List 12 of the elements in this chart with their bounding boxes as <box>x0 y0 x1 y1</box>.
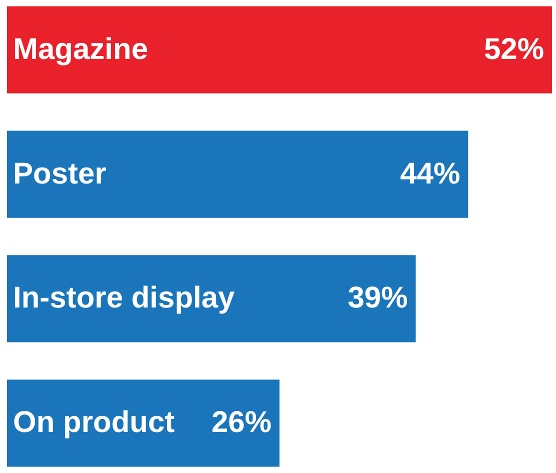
y-tick-label: On product <box>13 406 175 440</box>
bar <box>7 255 416 342</box>
y-tick-label: Magazine <box>13 32 148 66</box>
bar <box>7 380 280 467</box>
data-label: 52% <box>484 32 544 66</box>
bar <box>7 130 468 218</box>
bar <box>7 6 552 94</box>
y-tick-label: Poster <box>13 157 107 190</box>
data-label: 39% <box>348 282 408 315</box>
data-label: 26% <box>211 406 272 440</box>
y-tick-label: In-store display <box>13 282 236 315</box>
data-label: 44% <box>400 157 460 190</box>
